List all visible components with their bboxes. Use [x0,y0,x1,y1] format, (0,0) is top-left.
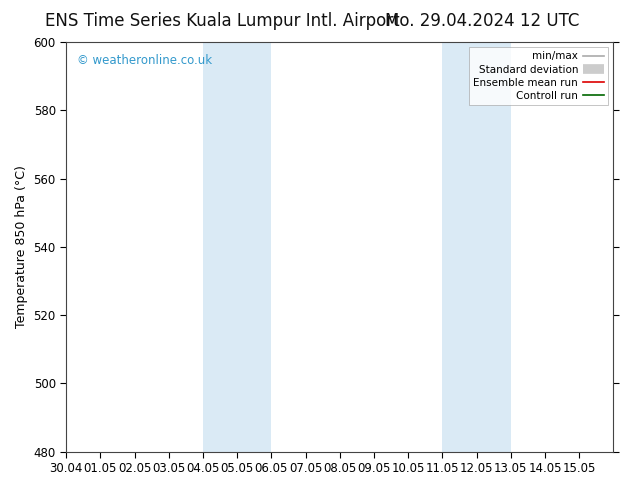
Text: ENS Time Series Kuala Lumpur Intl. Airport: ENS Time Series Kuala Lumpur Intl. Airpo… [44,12,399,30]
Text: © weatheronline.co.uk: © weatheronline.co.uk [77,54,212,67]
Y-axis label: Temperature 850 hPa (°C): Temperature 850 hPa (°C) [15,166,28,328]
Bar [443,42,511,452]
Bar [203,42,271,452]
Text: Mo. 29.04.2024 12 UTC: Mo. 29.04.2024 12 UTC [385,12,579,30]
Legend: min/max, Standard deviation, Ensemble mean run, Controll run: min/max, Standard deviation, Ensemble me… [469,47,608,105]
